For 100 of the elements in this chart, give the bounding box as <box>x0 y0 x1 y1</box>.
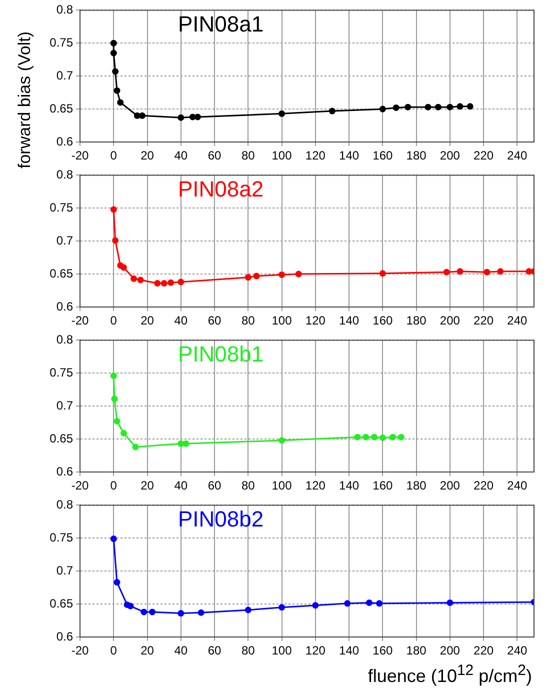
point <box>137 276 144 284</box>
point <box>424 104 432 110</box>
x-tick-label: 160 <box>372 478 393 493</box>
point <box>354 434 361 440</box>
x-tick-label: 0 <box>110 644 118 658</box>
x-tick-label: 220 <box>474 478 494 493</box>
y-tick-label: 0.7 <box>56 563 74 578</box>
y-tick-label: 0.75 <box>50 530 74 544</box>
point <box>278 437 286 444</box>
x-tick-label: 0 <box>110 314 118 328</box>
point <box>456 103 464 110</box>
x-tick-label: -20 <box>71 314 89 328</box>
x-tick-label: 200 <box>440 148 460 163</box>
point <box>140 608 148 616</box>
point <box>178 610 184 617</box>
point <box>390 434 396 440</box>
x-tick-label: 220 <box>474 314 494 328</box>
x-tick-label: 0 <box>110 148 118 163</box>
x-tick-label: 180 <box>406 314 427 328</box>
point <box>244 274 252 281</box>
text: PIN08a1 <box>178 11 264 36</box>
y-tick-label: 0.65 <box>50 596 74 610</box>
y-tick-label: 0.8 <box>56 2 74 17</box>
y-tick-label: 0.6 <box>56 134 74 148</box>
y-tick-label: 0.6 <box>56 629 74 644</box>
y-axis-title: forward bias (Volt) <box>15 32 35 168</box>
point <box>189 114 196 120</box>
point <box>160 280 168 287</box>
point <box>278 604 286 611</box>
point <box>446 104 454 110</box>
x-tick-label: 20 <box>140 314 154 328</box>
x-tick-label: 240 <box>507 478 528 493</box>
point <box>456 268 464 275</box>
point <box>344 600 351 607</box>
x-tick-label: 40 <box>174 644 188 658</box>
x-tick-label: 60 <box>208 148 222 163</box>
point <box>149 608 156 616</box>
x-tick-label: 80 <box>241 314 256 328</box>
x-tick-label: 180 <box>406 148 427 163</box>
y-tick-label: 0.75 <box>50 365 74 380</box>
y-tick-label: 0.8 <box>56 168 74 182</box>
point <box>114 87 120 94</box>
point <box>526 268 532 275</box>
x-tick-label: 80 <box>241 478 256 493</box>
x-tick-label: 240 <box>507 148 528 163</box>
point <box>446 599 454 606</box>
x-tick-label: 240 <box>507 644 528 658</box>
x-tick-label: -20 <box>71 478 89 493</box>
point <box>404 104 412 110</box>
x-tick-label: 180 <box>406 478 427 493</box>
y-tick-label: 0.7 <box>56 398 74 412</box>
x-tick-label: 200 <box>440 478 460 493</box>
point <box>497 268 504 275</box>
point <box>484 268 490 276</box>
x-tick-label: 0 <box>110 478 118 493</box>
text: PIN08b2 <box>178 506 264 532</box>
x-tick-label: 100 <box>272 314 292 328</box>
point <box>194 114 201 120</box>
y-tick-label: 0.6 <box>56 299 74 314</box>
point <box>110 536 117 542</box>
y-tick-label: 0.7 <box>56 68 74 82</box>
point <box>120 264 127 271</box>
point <box>134 112 140 119</box>
point <box>379 434 386 441</box>
x-tick-label: 60 <box>208 478 222 493</box>
point <box>434 104 442 110</box>
point <box>371 434 378 440</box>
y-tick-label: 0.65 <box>50 431 74 446</box>
x-tick-label: 200 <box>440 314 460 328</box>
y-tick-label: 0.65 <box>50 266 74 280</box>
point <box>376 600 383 607</box>
x-tick-label: 120 <box>305 478 326 493</box>
point <box>111 396 118 402</box>
x-tick-label: -20 <box>71 644 89 658</box>
x-tick-label: 240 <box>507 314 528 328</box>
x-tick-label: 100 <box>272 478 292 493</box>
y-tick-label: 0.8 <box>56 498 74 512</box>
point <box>117 99 124 106</box>
x-tick-label: 100 <box>272 148 292 163</box>
point <box>178 278 184 286</box>
point <box>443 268 450 276</box>
x-tick-label: 180 <box>406 644 427 658</box>
point <box>366 599 372 606</box>
x-tick-label: 80 <box>241 644 256 658</box>
x-axis-title: fluence (10$^{12}$ p/cm$^{2}$) <box>368 662 532 687</box>
point <box>110 372 117 380</box>
point <box>130 275 138 282</box>
point <box>328 108 336 114</box>
x-tick-label: 100 <box>272 644 292 658</box>
x-tick-label: 220 <box>474 644 494 658</box>
x-tick-label: 160 <box>372 148 393 163</box>
y-tick-label: 0.8 <box>56 332 74 347</box>
point <box>362 434 370 440</box>
x-tick-label: 20 <box>140 644 154 658</box>
y-tick-label: 0.65 <box>50 101 74 116</box>
point <box>110 40 117 46</box>
point <box>178 114 184 121</box>
point <box>312 602 319 609</box>
point <box>278 271 286 278</box>
point <box>110 50 117 56</box>
